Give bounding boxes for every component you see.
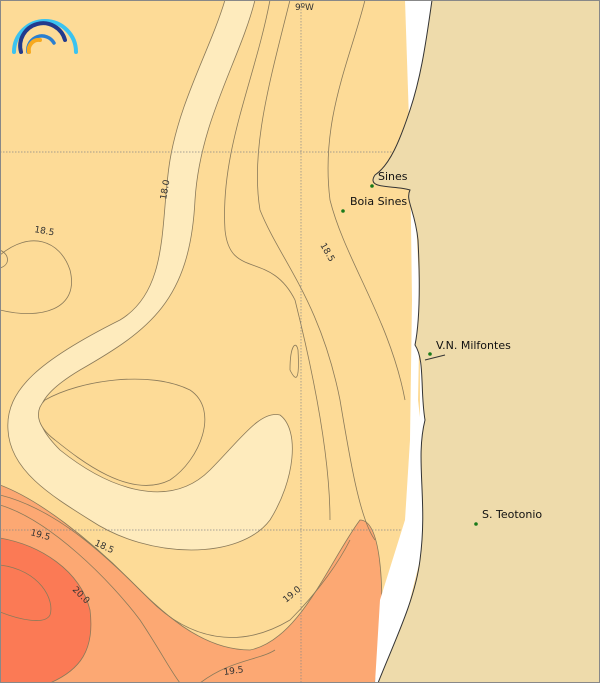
place-marker [428, 352, 432, 356]
place-marker [341, 209, 345, 213]
contour-label: 19.5 [223, 665, 244, 678]
longitude-label: 9ºW [295, 3, 314, 13]
place-boia-sines[interactable]: Boia Sines [341, 195, 407, 213]
river-mouth [424, 354, 446, 361]
place-vn-milfontes[interactable]: V.N. Milfontes [428, 339, 511, 356]
place-label: V.N. Milfontes [436, 339, 511, 352]
contour-label: 18.5 [33, 225, 54, 238]
land [372, 0, 600, 683]
contour-label: 18.0 [159, 179, 172, 201]
place-marker [474, 522, 478, 526]
arcs-logo-icon [12, 19, 78, 54]
place-label: S. Teotonio [482, 508, 542, 521]
place-s-teotonio[interactable]: S. Teotonio [474, 508, 542, 526]
place-marker [370, 184, 374, 188]
unmapped-strip [375, 0, 432, 683]
place-sines[interactable]: Sines [370, 170, 408, 188]
cool-band [7, 0, 293, 551]
warm-band [0, 484, 383, 683]
place-label: Sines [378, 170, 408, 183]
cool-band-inner [38, 378, 206, 486]
hot-band [0, 537, 92, 683]
place-label: Boia Sines [350, 195, 407, 208]
isotherms [0, 0, 406, 683]
